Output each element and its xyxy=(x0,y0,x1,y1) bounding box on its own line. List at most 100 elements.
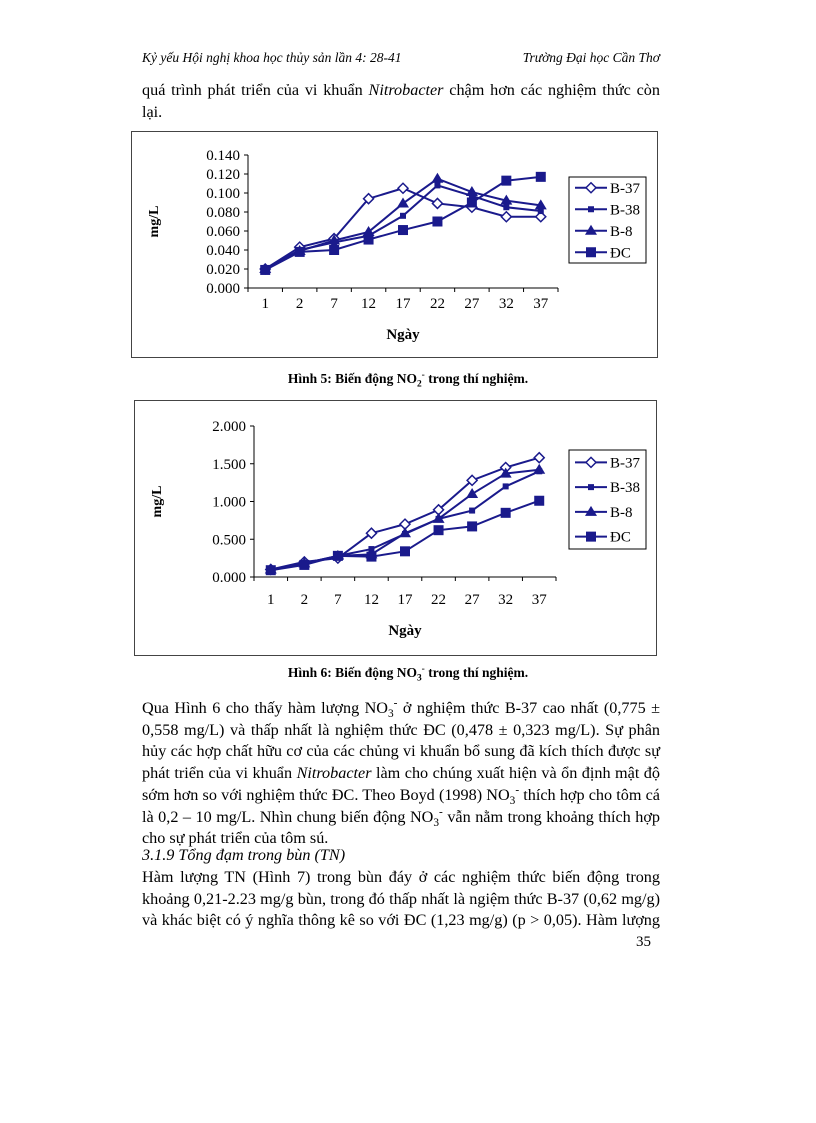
y-tick-label: 0.080 xyxy=(206,205,240,221)
legend-marker xyxy=(586,247,596,258)
data-point xyxy=(433,525,444,536)
text-run: 3 xyxy=(433,816,440,829)
text-run: làm cho chúng xuất hiện và ổn định mật đ… xyxy=(371,764,660,783)
data-point xyxy=(432,216,443,227)
data-point xyxy=(328,234,341,245)
data-point xyxy=(299,559,310,570)
y-tick-label: 0.000 xyxy=(212,570,246,586)
data-point xyxy=(434,182,441,189)
text-run: - xyxy=(515,784,520,797)
text-line: Hàm lượng TN (Hình 7) trong bùn đáy ở cá… xyxy=(142,867,660,887)
data-point xyxy=(397,197,409,208)
figure-6-chart: 0.000 0.500 1.000 1.500 2.000 1 2 7 12 17 22 27 32 37… xyxy=(134,400,657,656)
x-tick-label: 37 xyxy=(532,592,548,608)
text-run: là 0,2 – 10 mg/L. Nhìn chung biến động N… xyxy=(142,807,434,826)
y-tick-label: 0.060 xyxy=(206,224,240,240)
text-run: lại. xyxy=(142,102,163,121)
legend-marker xyxy=(585,505,597,516)
data-point xyxy=(466,487,479,498)
data-point xyxy=(501,175,512,186)
legend-label: B-8 xyxy=(610,224,633,240)
x-tick-label: 7 xyxy=(334,592,342,608)
data-point xyxy=(534,199,547,210)
running-header-right: Trường Đại học Cần Thơ xyxy=(522,50,660,65)
text-run: sớm hơn so với nghiệm thức ĐC. Theo Boyd… xyxy=(142,785,510,804)
data-point xyxy=(533,463,546,474)
text-run: trong thí nghiệm. xyxy=(424,665,529,680)
legend-marker xyxy=(588,484,594,491)
figure-5-svg: 0.000 0.020 0.040 0.060 0.080 0.100 0.120 0.140… xyxy=(147,148,647,343)
x-tick-label: 22 xyxy=(431,592,446,608)
text-line: và khác biệt có ý nghĩa thông kê so với … xyxy=(142,910,660,930)
data-point xyxy=(537,208,544,215)
y-tick-label: 0.100 xyxy=(206,186,240,202)
x-tick-label: 17 xyxy=(398,592,414,608)
text-line: 0,558 mg/L) và thấp nhất là nghiệm thức … xyxy=(142,720,660,740)
data-point xyxy=(332,550,343,561)
data-point xyxy=(329,245,340,255)
data-point xyxy=(400,546,410,557)
legend-marker xyxy=(586,531,596,542)
x-tick-label: 1 xyxy=(267,592,275,608)
x-tick-label: 37 xyxy=(533,296,549,312)
x-tick-label: 17 xyxy=(396,296,412,312)
y-tick-label: 2.000 xyxy=(212,419,246,435)
data-point xyxy=(500,210,513,223)
text-run: khoảng 0,21-2.23 mg/g bùn, trong đó thấp… xyxy=(142,889,660,908)
x-tick-label: 27 xyxy=(465,592,481,608)
text-run: Hàm lượng TN (Hình 7) trong bùn đáy ở cá… xyxy=(142,868,660,886)
data-point xyxy=(500,507,511,518)
x-tick-label: 12 xyxy=(361,296,376,312)
data-point xyxy=(366,551,377,562)
running-header-left: Kỷ yếu Hội nghị khoa học thủy sản lần 4:… xyxy=(142,50,402,65)
page-number: 35 xyxy=(636,934,651,950)
y-axis-title: mg/L xyxy=(150,486,165,518)
data-point xyxy=(431,197,444,210)
x-tick-label: 27 xyxy=(464,296,480,312)
text-run: vẫn nằm trong khoảng thích hợp xyxy=(442,807,661,826)
x-tick-label: 22 xyxy=(430,296,445,312)
text-line: 3.1.9 Tổng đạm trong bùn (TN) xyxy=(142,845,660,865)
text-run: 3 xyxy=(388,708,394,721)
text-run: 3 xyxy=(509,795,516,808)
text-line: sớm hơn so với nghiệm thức ĐC. Theo Boyd… xyxy=(142,784,660,808)
legend-marker xyxy=(588,206,594,213)
data-point xyxy=(400,212,406,219)
figure-5-chart: 0.000 0.020 0.040 0.060 0.080 0.100 0.120 0.140… xyxy=(131,131,658,358)
y-tick-label: 0.120 xyxy=(206,167,240,183)
text-line: cho sự phát triển của tôm sú. xyxy=(142,828,660,848)
text-run: - xyxy=(393,697,398,710)
x-axis-title: Ngày xyxy=(386,327,420,343)
y-tick-label: 1.000 xyxy=(212,495,246,511)
data-point xyxy=(362,225,375,236)
legend-box xyxy=(568,449,647,550)
text-run: Nitrobacter xyxy=(296,764,372,783)
text-line: là 0,2 – 10 mg/L. Nhìn chung biến động N… xyxy=(142,806,661,829)
data-point xyxy=(431,172,444,183)
text-run: trong thí nghiệm. xyxy=(424,371,529,386)
text-run: Qua Hình 6 cho thấy hàm lượng NO xyxy=(142,699,388,717)
text-run: hủy các hợp chất hữu cơ của các chủng vi… xyxy=(142,742,660,761)
y-tick-label: 0.000 xyxy=(206,281,240,297)
y-tick-label: 0.040 xyxy=(206,243,240,259)
x-tick-label: 12 xyxy=(364,592,379,608)
text-run: 3 xyxy=(416,673,422,684)
text-run: và khác biệt có ý nghĩa thông kê so với … xyxy=(142,911,660,930)
text-run: Hình 6: Biến động NO xyxy=(287,665,417,680)
legend-marker xyxy=(584,181,598,194)
text-run: cho sự phát triển của tôm sú. xyxy=(142,829,329,848)
legend-label: ĐC xyxy=(610,245,631,261)
legend-label: B-8 xyxy=(610,505,633,521)
text-line: khoảng 0,21-2.23 mg/g bùn, trong đó thấp… xyxy=(142,889,660,909)
text-run: 3.1.9 Tổng đạm trong bùn (TN) xyxy=(142,846,346,864)
y-tick-label: 0.140 xyxy=(206,148,240,164)
data-point xyxy=(499,467,512,478)
text-run: Nitrobacter xyxy=(368,81,444,99)
figure-5-caption: Hình 5: Biến động NO2- trong thí nghiệm. xyxy=(0,371,816,390)
y-tick-label: 0.020 xyxy=(206,262,240,278)
data-point xyxy=(534,495,545,506)
data-point xyxy=(503,204,510,211)
figure-6-caption: Hình 6: Biến động NO3- trong thí nghiệm. xyxy=(0,665,816,684)
legend-marker xyxy=(584,456,598,469)
